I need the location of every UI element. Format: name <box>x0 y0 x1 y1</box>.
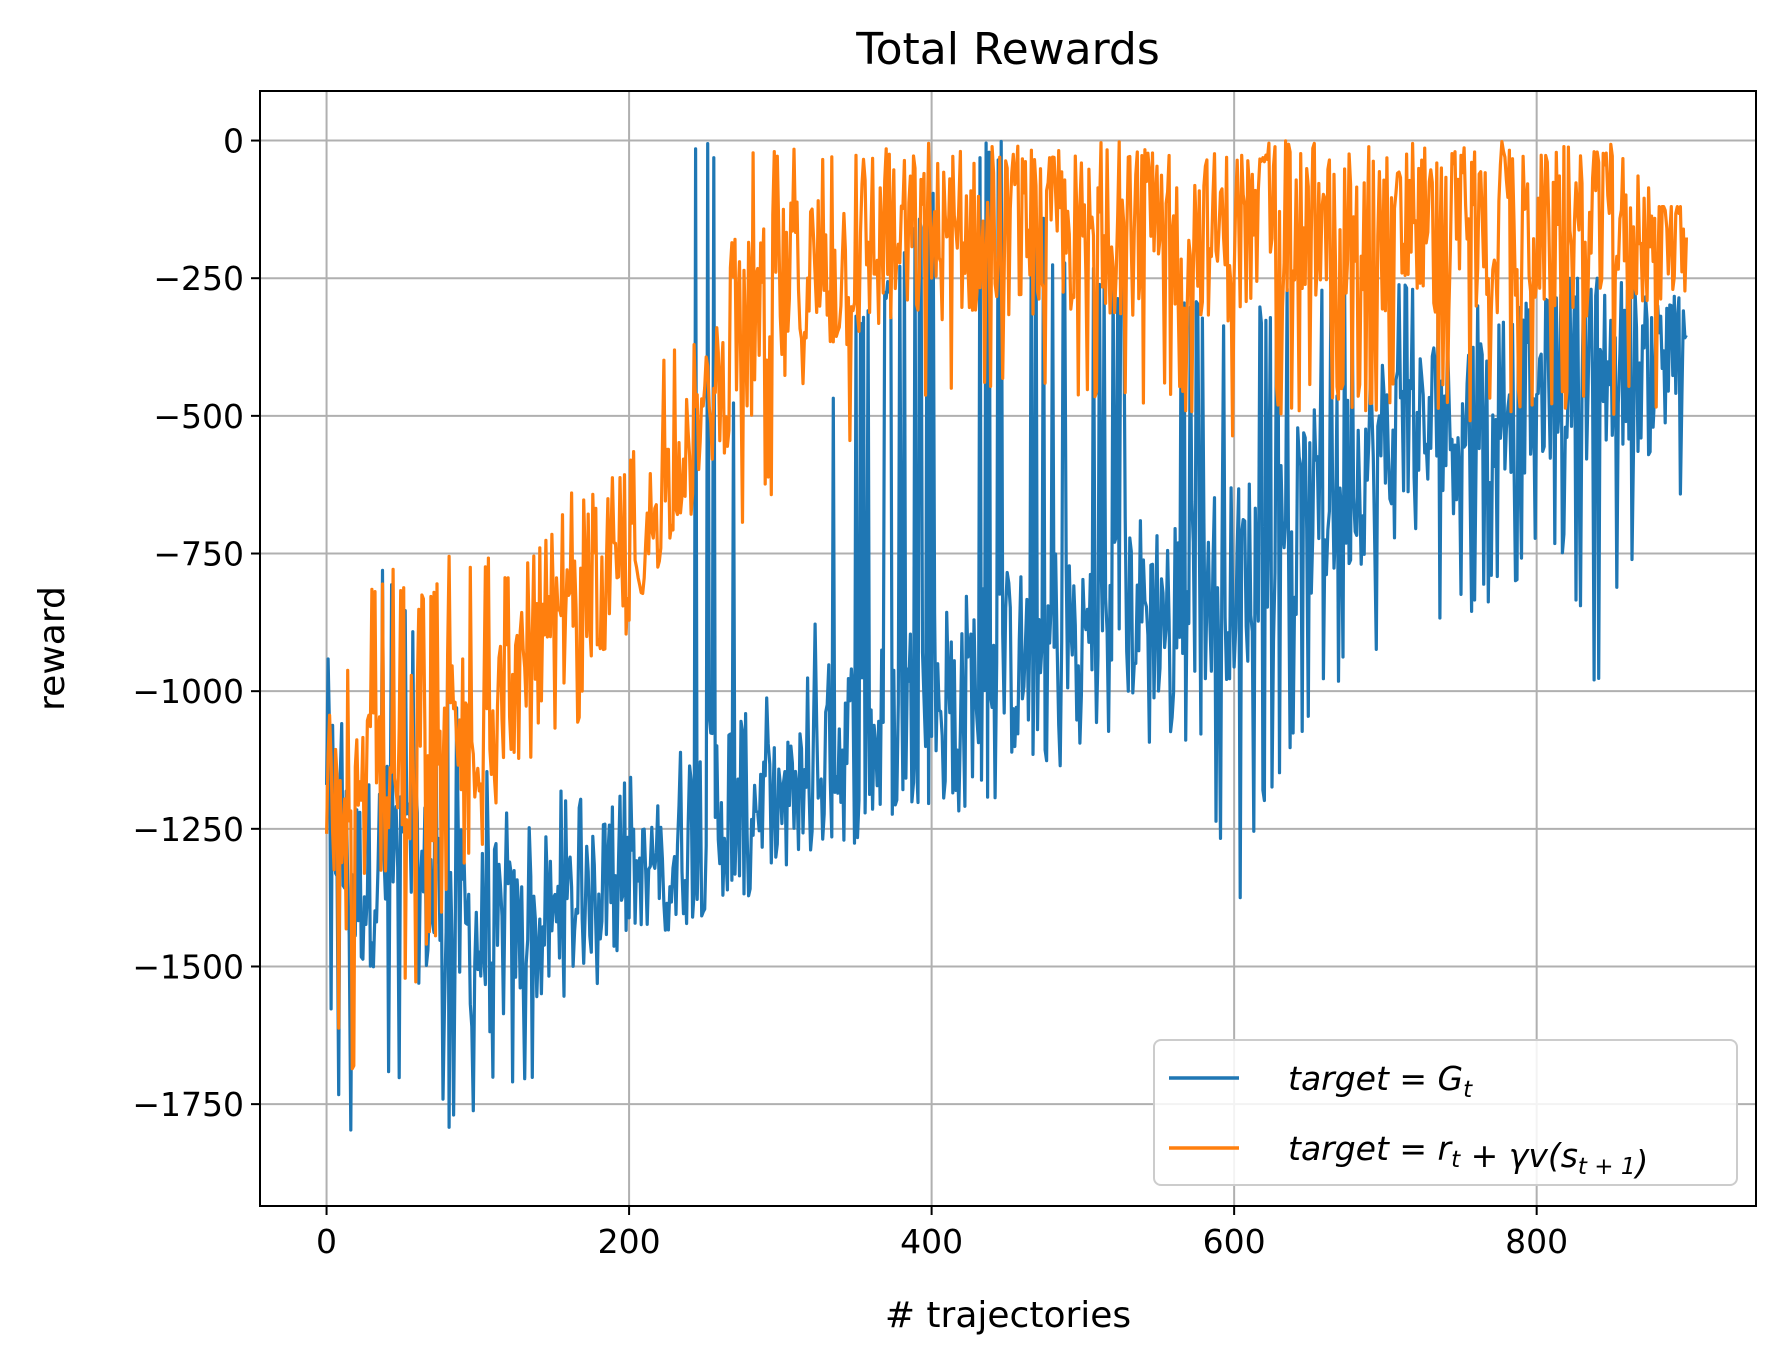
y-tick-label: −1500 <box>132 947 244 986</box>
y-tick-label: −1250 <box>132 810 244 849</box>
x-tick-label: 400 <box>900 1222 963 1261</box>
y-tick-label: 0 <box>223 122 244 161</box>
y-axis-label: reward <box>32 586 73 711</box>
y-tick-label: −1750 <box>132 1085 244 1124</box>
x-axis-label: # trajectories <box>885 1295 1131 1336</box>
x-tick-label: 0 <box>316 1222 337 1261</box>
legend-label: target = Gt <box>1288 1059 1473 1103</box>
y-tick-label: −1000 <box>132 672 244 711</box>
x-tick-label: 800 <box>1505 1222 1568 1261</box>
series-line-2 <box>325 139 1688 1071</box>
y-tick-label: −250 <box>153 259 244 298</box>
chart-title: Total Rewards <box>855 24 1160 75</box>
legend-label: target = rt + γv(st + 1) <box>1288 1129 1648 1182</box>
legend-box <box>1153 1039 1738 1186</box>
y-tick-label: −750 <box>153 535 244 574</box>
y-tick-label: −500 <box>153 397 244 436</box>
series-line-1 <box>325 139 1688 1132</box>
plot-frame <box>259 90 1757 1207</box>
x-tick-label: 200 <box>598 1222 661 1261</box>
legend: target = Gt target = rt + γv(st + 1) <box>1153 1039 1738 1186</box>
series-layer <box>325 139 1688 1132</box>
ticks: 0 200 400 600 800 0 −250 −500 −750 −1000 −1250 −150… <box>132 122 1568 1261</box>
x-tick-label: 600 <box>1203 1222 1266 1261</box>
